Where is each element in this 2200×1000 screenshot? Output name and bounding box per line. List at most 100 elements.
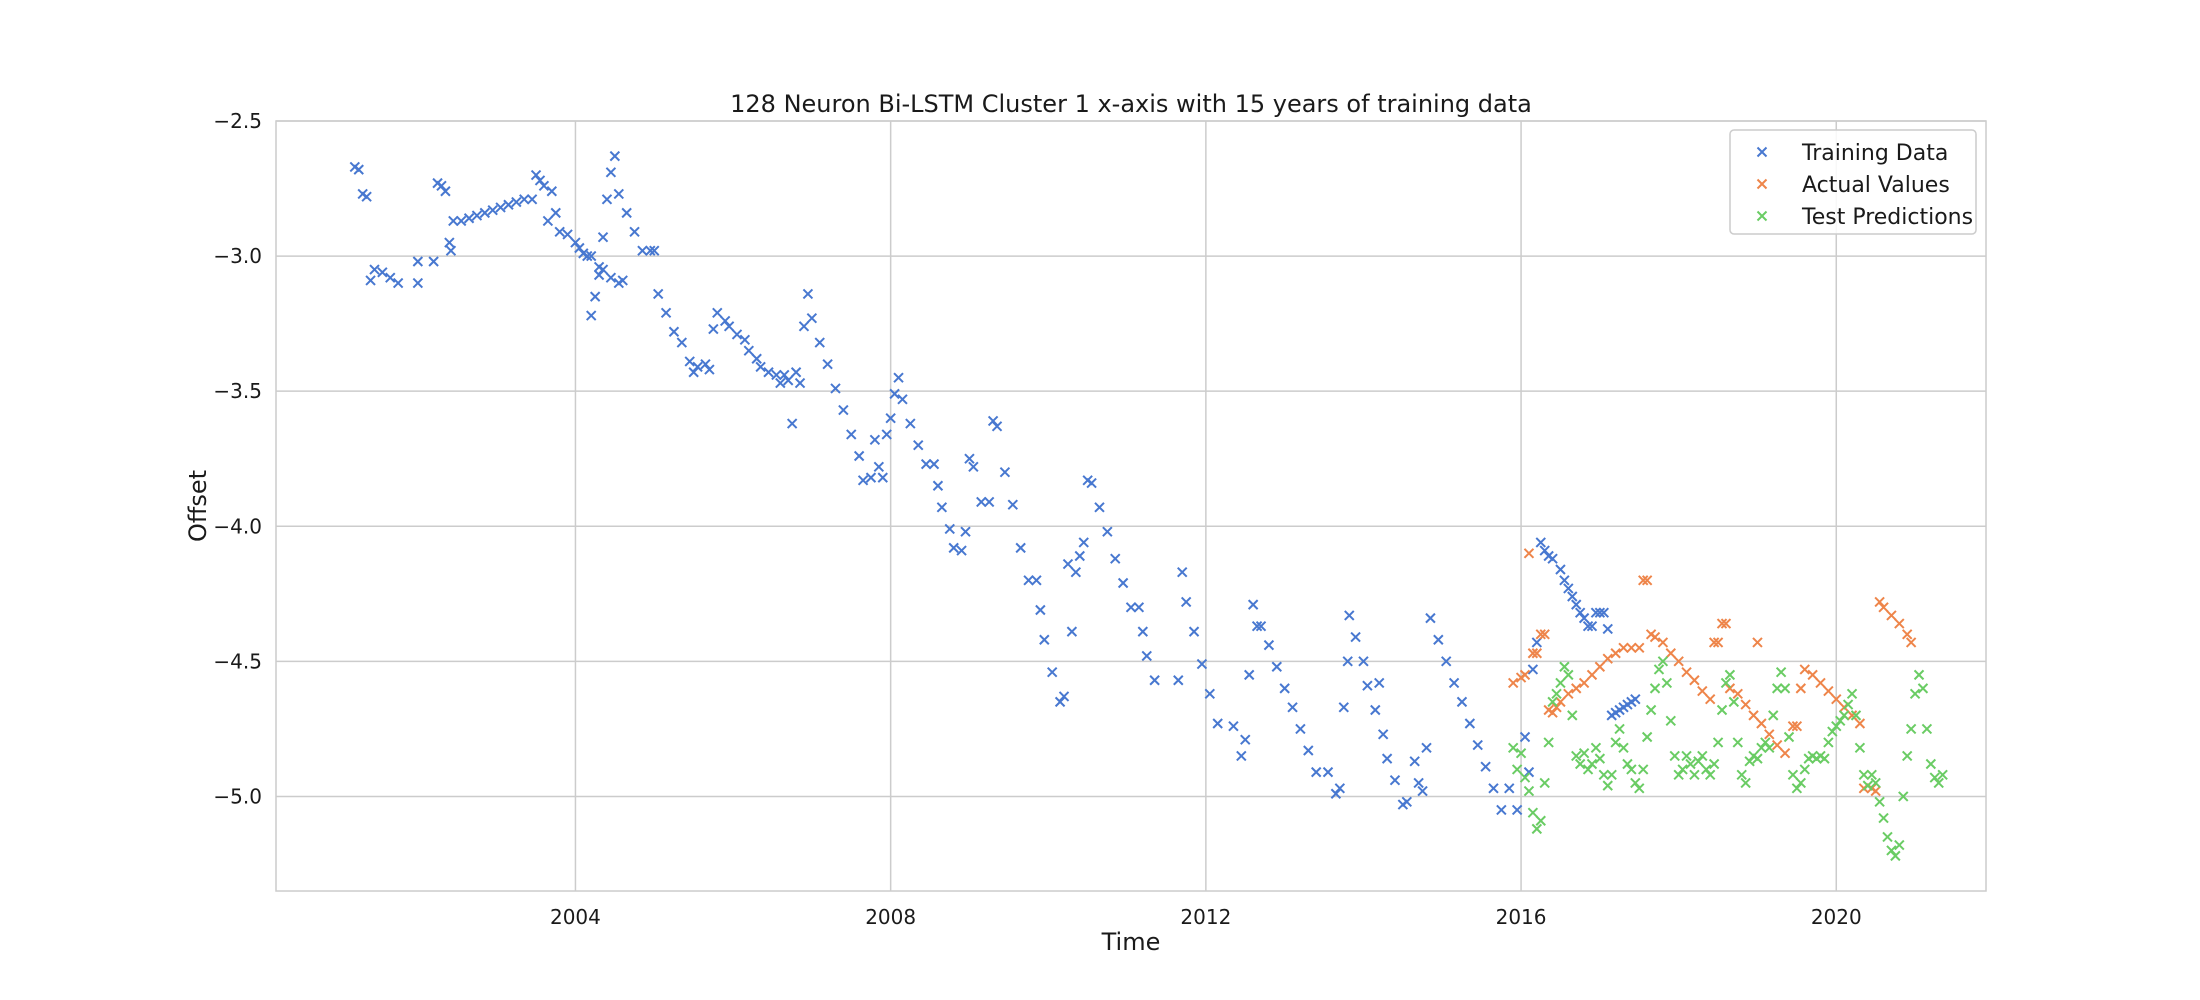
legend-marker-icon — [1756, 210, 1768, 222]
data-point — [1519, 669, 1531, 681]
data-point — [562, 229, 573, 240]
data-point — [976, 496, 987, 508]
data-point — [1173, 675, 1184, 686]
data-point — [487, 204, 498, 216]
data-point — [1744, 756, 1755, 767]
y-axis-label: Offset — [184, 470, 212, 542]
data-point — [1578, 677, 1590, 689]
data-point — [1571, 750, 1582, 762]
data-point — [885, 412, 896, 424]
data-point — [1070, 566, 1082, 578]
data-point — [1870, 777, 1881, 789]
data-point — [779, 369, 790, 381]
y-tick-label: −3.5 — [213, 379, 262, 403]
data-point — [1535, 815, 1546, 826]
data-point — [1571, 683, 1582, 694]
data-point — [1870, 785, 1881, 797]
data-point — [1677, 764, 1688, 775]
data-point — [1756, 718, 1767, 729]
data-point — [1712, 737, 1724, 748]
tick-labels: 2004 2008 2012 2016 2020 −2.5 −3.0 −3.5 −4.0 −4.5… — [213, 109, 1861, 929]
data-point — [1937, 769, 1948, 781]
data-point — [1681, 666, 1692, 678]
data-point — [1594, 661, 1606, 672]
data-point — [1933, 777, 1944, 789]
data-point — [1791, 783, 1803, 794]
legend: Training Data Actual Values Test Predictio… — [1729, 129, 1977, 235]
data-point — [1622, 758, 1633, 770]
data-point — [1630, 777, 1641, 789]
data-point — [440, 186, 451, 197]
data-point — [593, 269, 605, 281]
data-point — [597, 264, 609, 275]
data-point — [1251, 621, 1263, 632]
data-point — [1708, 637, 1720, 648]
data-point — [1531, 637, 1543, 648]
data-point — [775, 377, 786, 389]
data-point — [1334, 783, 1346, 794]
data-point — [554, 226, 565, 237]
data-point — [1783, 731, 1795, 743]
data-point — [830, 383, 841, 394]
data-point — [1287, 702, 1298, 713]
data-point — [601, 194, 613, 205]
data-point — [1066, 626, 1078, 637]
y-tick-label: −2.5 — [213, 109, 262, 133]
data-point — [637, 245, 648, 256]
data-point — [1787, 769, 1799, 781]
y-tick-label: −4.0 — [213, 514, 262, 538]
data-point — [1787, 720, 1799, 732]
data-point — [1748, 710, 1759, 721]
data-point — [479, 207, 491, 219]
data-point — [589, 291, 601, 302]
data-point — [1858, 769, 1870, 781]
data-point — [692, 361, 703, 373]
data-point — [1574, 607, 1586, 618]
data-point — [1799, 664, 1810, 675]
data-point — [1618, 642, 1629, 654]
data-point — [838, 404, 849, 416]
data-point — [1752, 753, 1763, 764]
data-point — [1389, 775, 1401, 786]
data-point — [1401, 796, 1413, 808]
plot-frame — [275, 120, 1987, 892]
data-point — [1874, 596, 1885, 608]
data-point — [1433, 634, 1444, 645]
data-point — [1689, 675, 1700, 686]
data-point — [1571, 599, 1582, 610]
data-point — [1240, 734, 1251, 745]
data-point — [1614, 723, 1625, 735]
data-point — [1342, 656, 1353, 667]
data-point — [1149, 675, 1160, 686]
data-point — [1768, 710, 1779, 721]
grid — [276, 120, 1986, 891]
data-point — [369, 264, 380, 275]
y-tick-label: −3.0 — [213, 244, 262, 268]
data-point — [1582, 764, 1594, 775]
data-point — [1464, 718, 1476, 729]
data-point — [582, 250, 593, 262]
data-point — [1496, 804, 1507, 816]
data-point — [743, 345, 755, 356]
data-point — [1062, 558, 1074, 570]
data-point — [1606, 769, 1617, 781]
data-point — [1795, 683, 1807, 694]
data-point — [1133, 602, 1145, 613]
data-point — [846, 429, 857, 440]
data-point — [1023, 575, 1034, 586]
data-point — [629, 226, 640, 237]
data-point — [1582, 621, 1594, 632]
data-point — [1125, 602, 1137, 613]
data-point — [1039, 634, 1050, 645]
data-point — [1598, 607, 1610, 618]
data-point — [1874, 796, 1885, 808]
data-point — [1610, 737, 1621, 748]
data-point — [987, 415, 999, 427]
data-point — [1527, 648, 1539, 659]
data-point — [960, 526, 971, 537]
data-point — [853, 450, 865, 462]
data-point — [1771, 739, 1783, 751]
x-tick-label: 2016 — [1496, 905, 1547, 929]
data-point — [1263, 639, 1275, 651]
data-point — [684, 356, 695, 367]
